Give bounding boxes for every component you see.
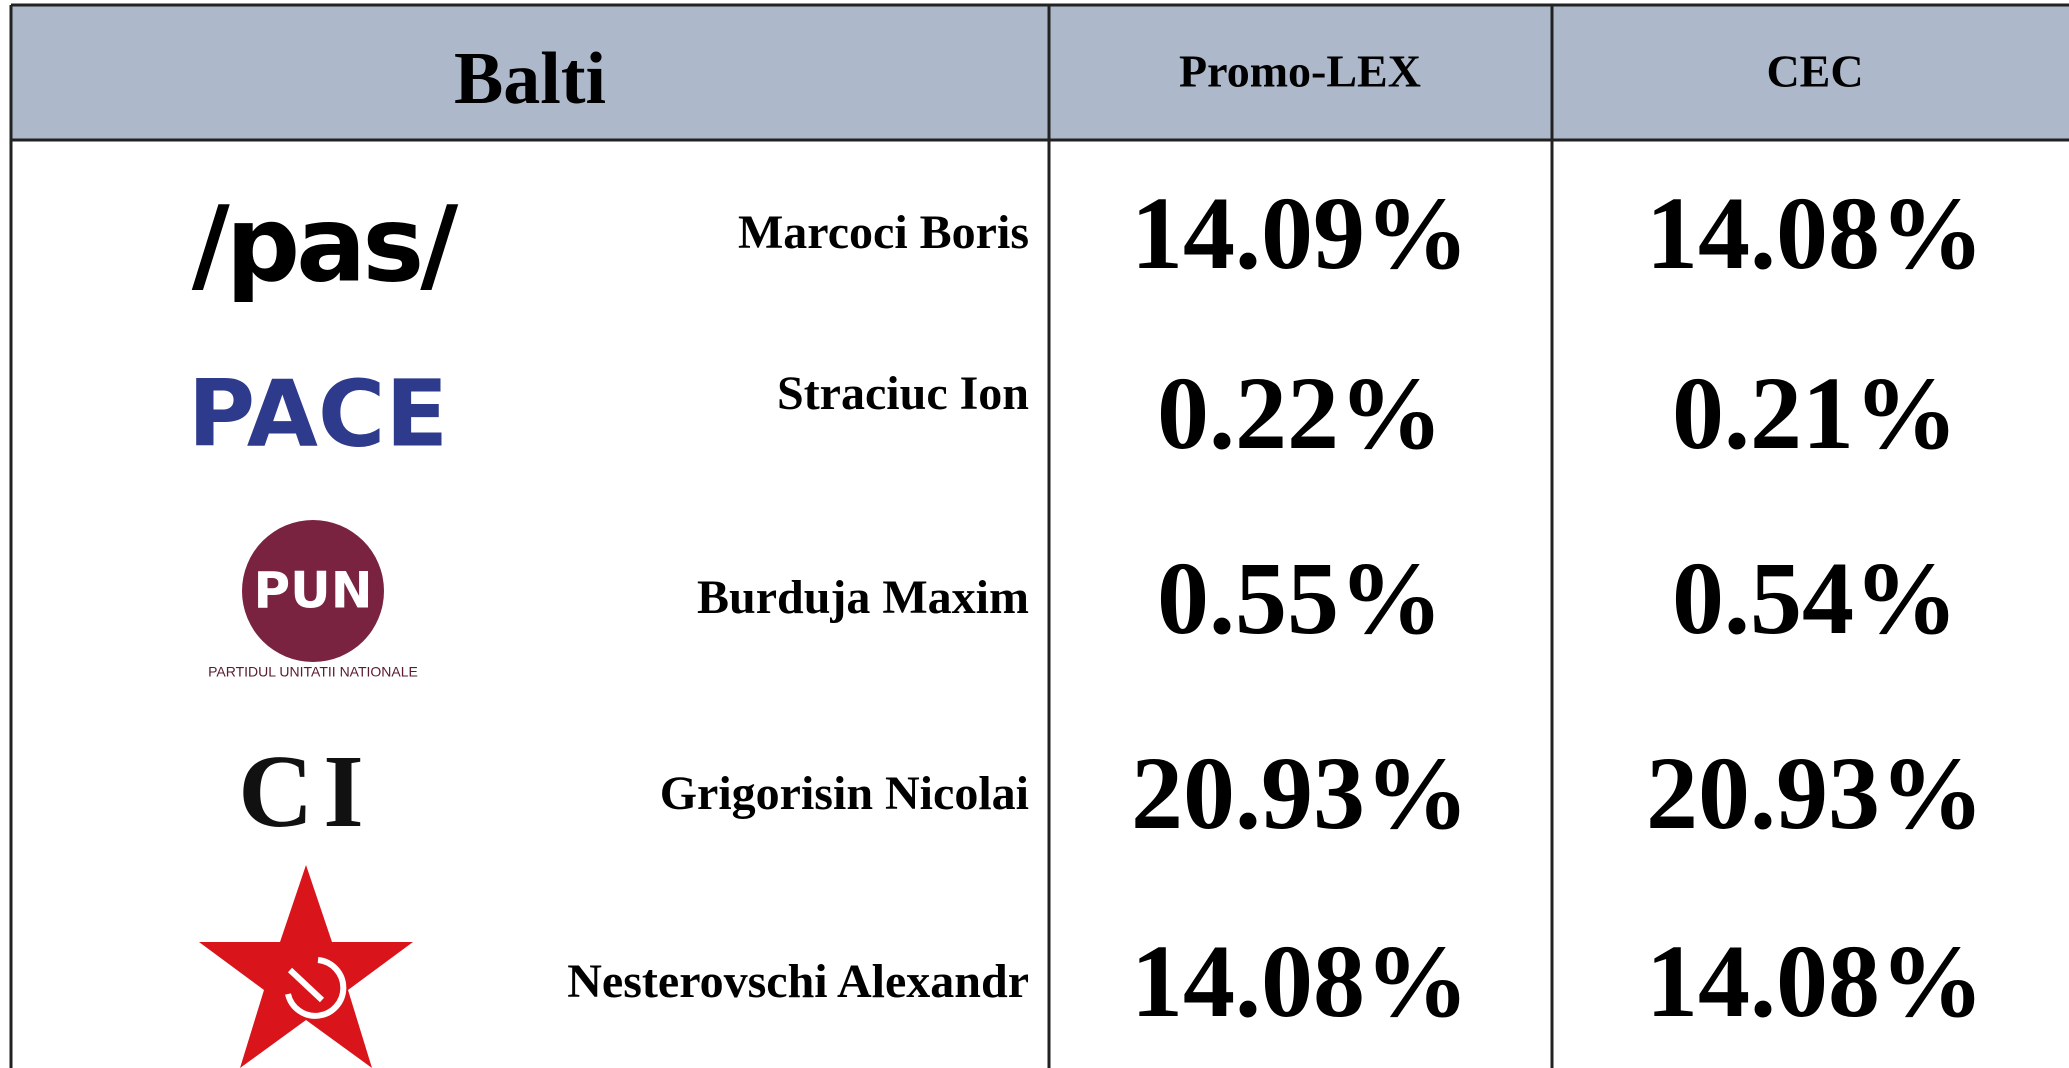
cec-result: 0.54% [1672,541,1958,656]
candidate-name: Nesterovschi Alexandr [567,955,1029,1008]
promo-lex-result: 0.22% [1157,356,1443,471]
header-background [11,5,2069,140]
cec-result: 14.08% [1646,924,1984,1039]
party-logo-circle [242,520,384,662]
candidate-name: Grigorisin Nicolai [660,767,1029,820]
promo-lex-result: 14.08% [1131,924,1469,1039]
party-logo-caption: PARTIDUL UNITATII NATIONALE [208,664,418,680]
column-header: CEC [1766,46,1863,97]
promo-lex-result: 20.93% [1131,736,1469,851]
candidate-name: Straciuc Ion [777,367,1029,420]
table-title: Balti [454,38,606,120]
party-logo: PACE [188,360,449,467]
promo-lex-result: 14.09% [1131,176,1469,291]
candidate-name: Marcoci Boris [738,206,1029,259]
party-logo: CI [238,734,374,849]
promo-lex-result: 0.55% [1157,541,1443,656]
party-logo-star [199,865,413,1068]
cec-result: 14.08% [1646,176,1984,291]
hammer-sickle [285,957,347,1019]
cec-result: 0.21% [1672,356,1958,471]
party-logo: /pas/ [192,183,459,305]
party-logo: PUN [253,562,372,620]
column-header: Promo-LEX [1179,46,1421,97]
cec-result: 20.93% [1646,736,1984,851]
candidate-name: Burduja Maxim [697,571,1029,624]
